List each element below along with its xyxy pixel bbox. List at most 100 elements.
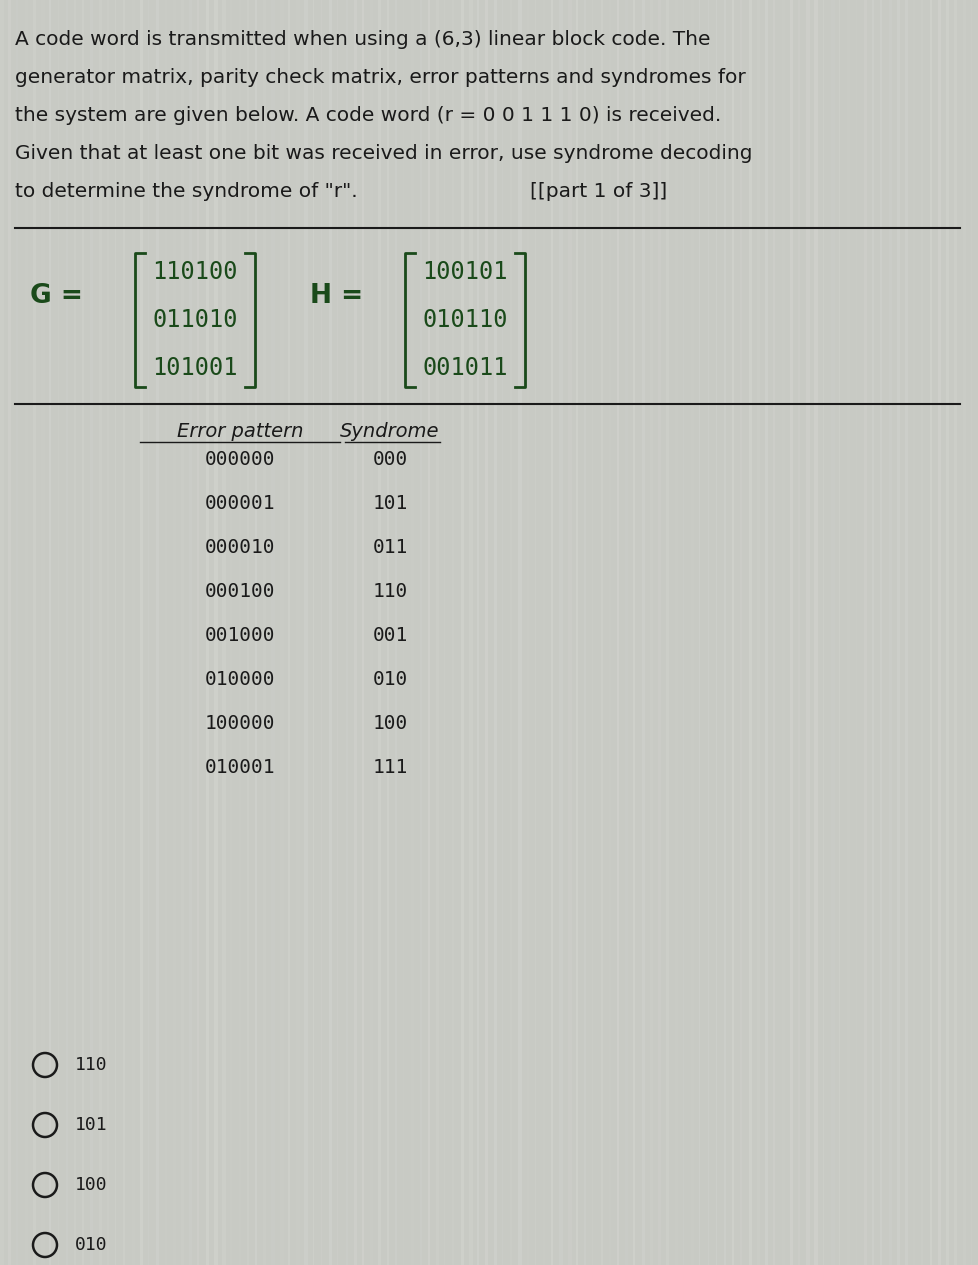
Bar [33, 0, 36, 1265]
Bar [739, 0, 741, 1265]
Bar [164, 0, 167, 1265]
Bar [24, 0, 28, 1265]
Bar [502, 0, 503, 1265]
Bar [148, 0, 150, 1265]
Text: the system are given below. A code word (r = 0 0 1 1 1 0) is received.: the system are given below. A code word … [15, 106, 721, 125]
Bar [321, 0, 322, 1265]
Bar [773, 0, 775, 1265]
Text: 010001: 010001 [204, 758, 275, 777]
Text: [[part 1 of 3]]: [[part 1 of 3]] [529, 182, 667, 201]
Bar [461, 0, 464, 1265]
Text: 010000: 010000 [204, 670, 275, 689]
Text: 111: 111 [372, 758, 407, 777]
Bar [99, 0, 102, 1265]
Text: 101: 101 [372, 495, 407, 514]
Bar [198, 0, 199, 1265]
Text: 110: 110 [75, 1056, 108, 1074]
Bar [616, 0, 618, 1265]
Bar [444, 0, 445, 1265]
Bar [814, 0, 817, 1265]
Bar [682, 0, 684, 1265]
Bar [411, 0, 414, 1265]
Bar [584, 0, 586, 1265]
Bar [468, 0, 472, 1265]
Bar [304, 0, 307, 1265]
Bar [608, 0, 610, 1265]
Bar [600, 0, 602, 1265]
Bar [806, 0, 809, 1265]
Bar [690, 0, 693, 1265]
Bar [765, 0, 767, 1265]
Text: 100: 100 [75, 1176, 108, 1194]
Text: 110100: 110100 [153, 261, 238, 285]
Bar [698, 0, 699, 1265]
Bar [863, 0, 866, 1265]
Bar [271, 0, 275, 1265]
Bar [329, 0, 332, 1265]
Bar [66, 0, 68, 1265]
Bar [74, 0, 76, 1265]
Bar [0, 0, 4, 1265]
Bar [205, 0, 208, 1265]
Bar [822, 0, 823, 1265]
Bar [263, 0, 266, 1265]
Bar [213, 0, 217, 1265]
Text: 001000: 001000 [204, 626, 275, 645]
Bar [337, 0, 338, 1265]
Bar [575, 0, 577, 1265]
Bar [517, 0, 521, 1265]
Bar [189, 0, 192, 1265]
Text: 001011: 001011 [422, 355, 508, 380]
Bar [123, 0, 125, 1265]
Text: Syndrome: Syndrome [340, 423, 439, 441]
Bar [732, 0, 733, 1265]
Bar [230, 0, 232, 1265]
Text: Error pattern: Error pattern [177, 423, 303, 441]
Bar [345, 0, 347, 1265]
Bar [723, 0, 726, 1265]
Text: 110: 110 [372, 582, 407, 601]
Bar [954, 0, 956, 1265]
Bar [879, 0, 881, 1265]
Text: 101001: 101001 [153, 355, 238, 380]
Text: 010110: 010110 [422, 307, 508, 331]
Bar [172, 0, 176, 1265]
Text: 000000: 000000 [204, 450, 275, 469]
Bar [756, 0, 759, 1265]
Bar [633, 0, 635, 1265]
Text: to determine the syndrome of "r".: to determine the syndrome of "r". [15, 182, 357, 201]
Bar [115, 0, 116, 1265]
Bar [17, 0, 18, 1265]
Bar [657, 0, 660, 1265]
Bar [378, 0, 380, 1265]
Bar [558, 0, 562, 1265]
Bar [312, 0, 314, 1265]
Text: A code word is transmitted when using a (6,3) linear block code. The: A code word is transmitted when using a … [15, 30, 710, 49]
Text: 010: 010 [75, 1236, 108, 1254]
Bar [551, 0, 553, 1265]
Bar [912, 0, 914, 1265]
Bar [41, 0, 45, 1265]
Bar [476, 0, 478, 1265]
Bar [239, 0, 241, 1265]
Bar [543, 0, 545, 1265]
Bar [370, 0, 373, 1265]
Bar [255, 0, 257, 1265]
Bar [485, 0, 487, 1265]
Bar [510, 0, 511, 1265]
Text: 000001: 000001 [204, 495, 275, 514]
Bar [830, 0, 834, 1265]
Bar [649, 0, 652, 1265]
Text: 000: 000 [372, 450, 407, 469]
Text: 100: 100 [372, 713, 407, 732]
Bar [427, 0, 429, 1265]
Bar [929, 0, 931, 1265]
Bar [961, 0, 964, 1265]
Text: 011: 011 [372, 538, 407, 557]
Text: 011010: 011010 [153, 307, 238, 331]
Bar [970, 0, 971, 1265]
Text: 000010: 000010 [204, 538, 275, 557]
Bar [156, 0, 158, 1265]
Bar [715, 0, 717, 1265]
Text: 001: 001 [372, 626, 407, 645]
